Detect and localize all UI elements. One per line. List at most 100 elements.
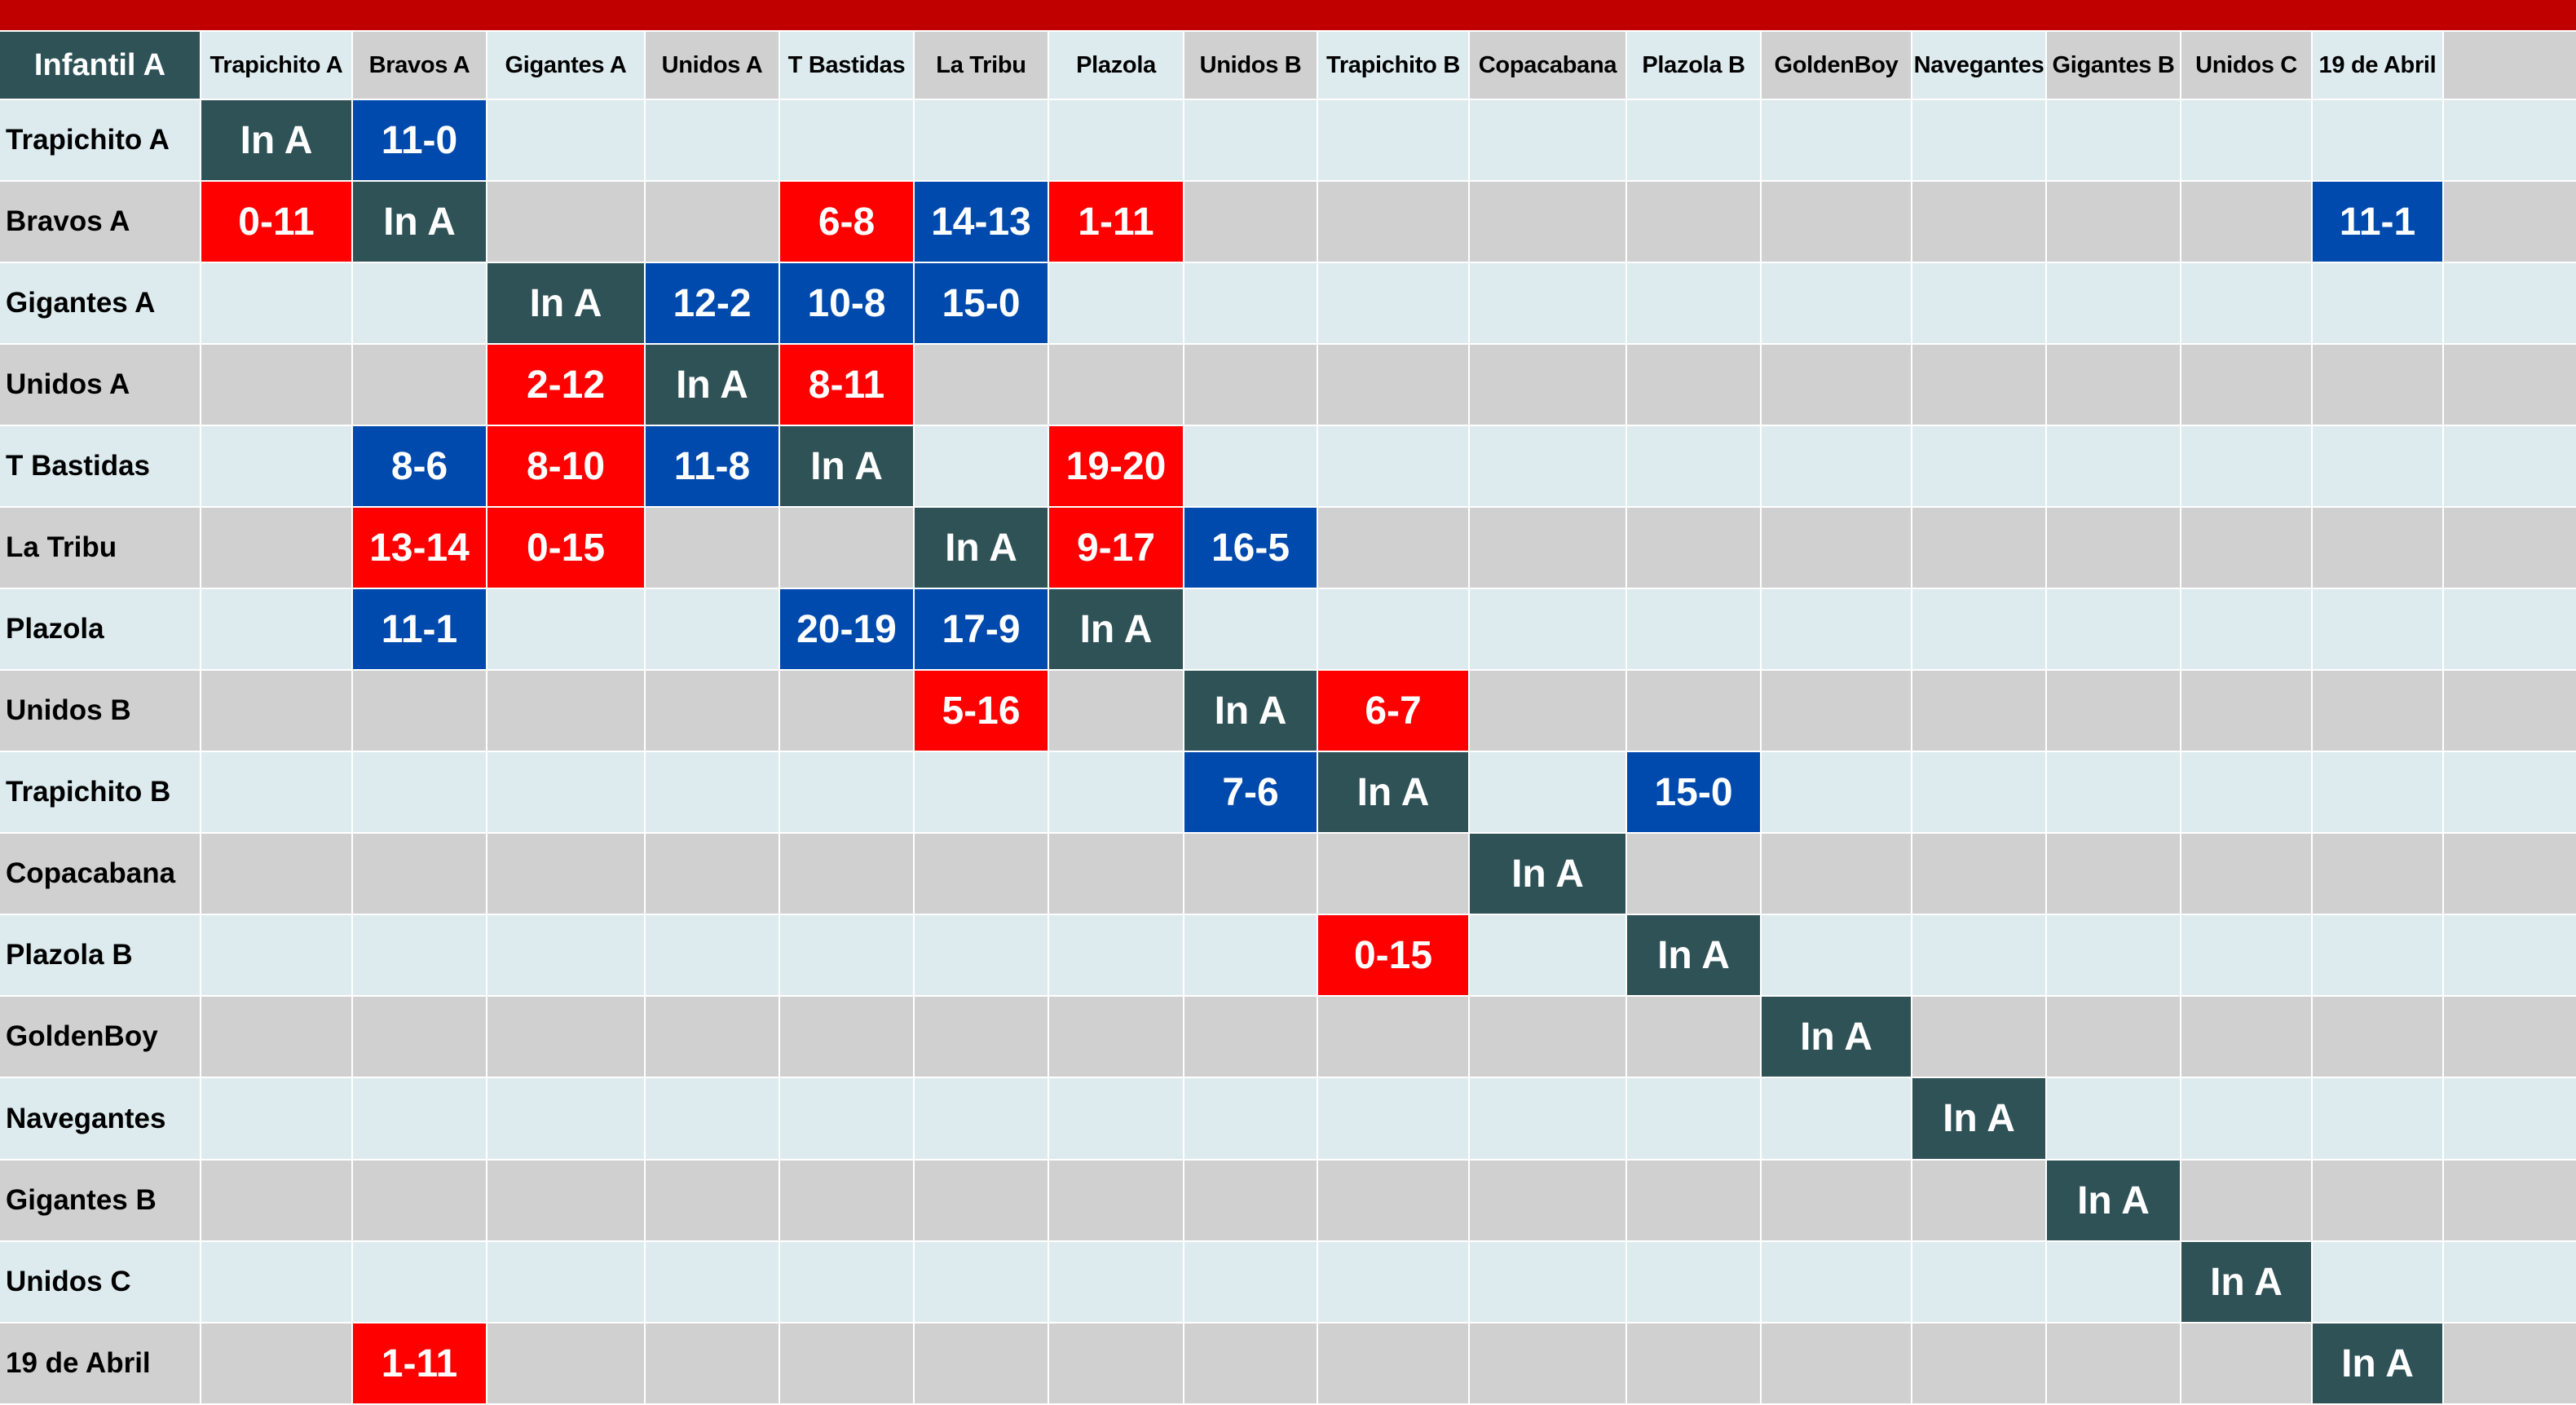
empty-cell xyxy=(646,1078,779,1159)
empty-cell xyxy=(1762,915,1911,995)
loss-score-cell: 6-7 xyxy=(1318,671,1468,751)
empty-cell xyxy=(2181,997,2311,1077)
empty-cell xyxy=(646,671,779,751)
empty-cell xyxy=(2444,100,2576,180)
empty-cell xyxy=(2313,915,2442,995)
column-header: Trapichito A xyxy=(201,32,351,99)
empty-cell xyxy=(1912,834,2045,914)
empty-cell xyxy=(1470,915,1625,995)
empty-cell xyxy=(1318,100,1468,180)
empty-cell xyxy=(2047,345,2180,425)
row-header: Plazola xyxy=(0,589,200,669)
loss-score-cell: 8-11 xyxy=(780,345,913,425)
empty-cell xyxy=(2444,263,2576,343)
empty-cell xyxy=(2444,915,2576,995)
empty-cell xyxy=(353,1161,486,1240)
empty-cell xyxy=(201,589,351,669)
empty-cell xyxy=(1318,1161,1468,1240)
loss-score-cell: 5-16 xyxy=(915,671,1048,751)
row-header: Copacabana xyxy=(0,834,200,914)
empty-cell xyxy=(2444,997,2576,1077)
column-header: La Tribu xyxy=(915,32,1048,99)
self-match-cell: In A xyxy=(201,100,351,180)
empty-cell xyxy=(1318,834,1468,914)
empty-cell xyxy=(201,263,351,343)
empty-cell xyxy=(2047,752,2180,832)
empty-cell xyxy=(201,1242,351,1322)
empty-cell xyxy=(1184,345,1317,425)
empty-cell xyxy=(487,589,644,669)
empty-cell xyxy=(2444,426,2576,506)
row-header: La Tribu xyxy=(0,508,200,588)
empty-cell xyxy=(2181,100,2311,180)
row-header: Navegantes xyxy=(0,1078,200,1159)
empty-cell xyxy=(2313,1242,2442,1322)
empty-cell xyxy=(1184,915,1317,995)
empty-cell xyxy=(1912,182,2045,262)
loss-score-cell: 0-11 xyxy=(201,182,351,262)
empty-cell xyxy=(2444,671,2576,751)
empty-cell xyxy=(201,752,351,832)
empty-cell xyxy=(2313,834,2442,914)
column-header: GoldenBoy xyxy=(1762,32,1911,99)
empty-cell xyxy=(780,1078,913,1159)
empty-cell xyxy=(1184,997,1317,1077)
empty-cell xyxy=(915,1161,1048,1240)
self-match-cell: In A xyxy=(487,263,644,343)
empty-cell xyxy=(2047,915,2180,995)
empty-cell xyxy=(646,752,779,832)
empty-cell xyxy=(1627,997,1760,1077)
column-header: Navegantes xyxy=(1912,32,2045,99)
empty-cell xyxy=(1470,1242,1625,1322)
empty-cell xyxy=(1912,997,2045,1077)
row-header: Trapichito A xyxy=(0,100,200,180)
empty-cell xyxy=(780,508,913,588)
empty-cell xyxy=(201,1078,351,1159)
empty-cell xyxy=(201,345,351,425)
empty-cell xyxy=(2047,671,2180,751)
loss-score-cell: 1-11 xyxy=(353,1324,486,1403)
empty-cell xyxy=(201,671,351,751)
empty-cell xyxy=(487,182,644,262)
empty-cell xyxy=(780,1324,913,1403)
empty-cell xyxy=(646,1242,779,1322)
row-header: Plazola B xyxy=(0,915,200,995)
empty-cell xyxy=(915,997,1048,1077)
empty-cell xyxy=(1049,752,1183,832)
column-header xyxy=(2444,32,2576,99)
empty-cell xyxy=(2313,752,2442,832)
empty-cell xyxy=(1762,263,1911,343)
empty-cell xyxy=(915,1078,1048,1159)
empty-cell xyxy=(780,915,913,995)
column-header: Bravos A xyxy=(353,32,486,99)
column-header: Unidos A xyxy=(646,32,779,99)
empty-cell xyxy=(487,1324,644,1403)
empty-cell xyxy=(201,997,351,1077)
empty-cell xyxy=(915,345,1048,425)
empty-cell xyxy=(2047,1242,2180,1322)
title-bar xyxy=(0,0,2576,30)
win-score-cell: 10-8 xyxy=(780,263,913,343)
empty-cell xyxy=(780,671,913,751)
empty-cell xyxy=(1912,671,2045,751)
column-header: Unidos B xyxy=(1184,32,1317,99)
empty-cell xyxy=(353,1242,486,1322)
empty-cell xyxy=(1762,1161,1911,1240)
empty-cell xyxy=(1762,752,1911,832)
empty-cell xyxy=(201,426,351,506)
empty-cell xyxy=(2181,1078,2311,1159)
column-header: T Bastidas xyxy=(780,32,913,99)
empty-cell xyxy=(1318,426,1468,506)
empty-cell xyxy=(2047,1324,2180,1403)
empty-cell xyxy=(487,915,644,995)
empty-cell xyxy=(1762,182,1911,262)
empty-cell xyxy=(2047,997,2180,1077)
empty-cell xyxy=(646,915,779,995)
empty-cell xyxy=(2444,752,2576,832)
empty-cell xyxy=(915,915,1048,995)
empty-cell xyxy=(353,1078,486,1159)
empty-cell xyxy=(915,100,1048,180)
empty-cell xyxy=(1470,182,1625,262)
empty-cell xyxy=(646,100,779,180)
